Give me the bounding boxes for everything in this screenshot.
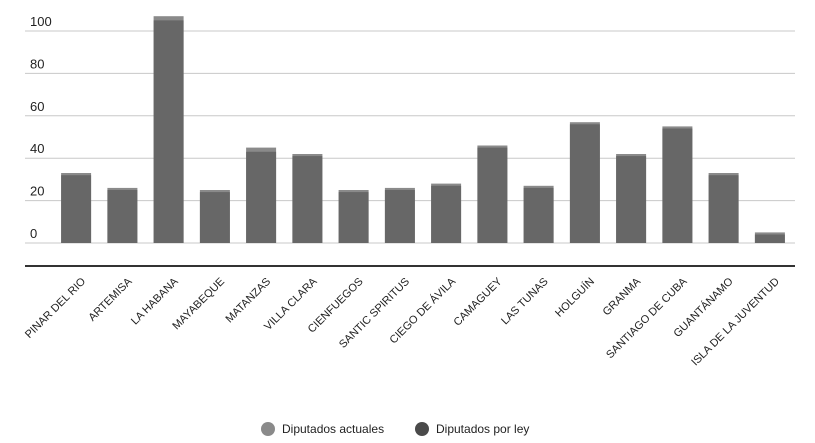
bar-por-ley bbox=[338, 192, 369, 243]
bar-por-ley bbox=[431, 185, 462, 243]
x-tick-label: ISLA DE LA JUVENTUD bbox=[689, 276, 782, 369]
bar-por-ley bbox=[569, 124, 600, 243]
x-tick-label: LAS TUNAS bbox=[499, 276, 551, 328]
y-tick-label: 100 bbox=[30, 14, 52, 29]
x-tick-label: GRANMA bbox=[601, 275, 644, 318]
bar-por-ley bbox=[708, 175, 739, 243]
x-tick-label: MATANZAS bbox=[224, 276, 274, 326]
y-tick-label: 20 bbox=[30, 184, 44, 199]
bar-por-ley bbox=[523, 187, 554, 243]
legend-label: Diputados por ley bbox=[436, 422, 529, 436]
legend-swatch bbox=[261, 422, 275, 436]
bars bbox=[61, 16, 785, 244]
bar-por-ley bbox=[61, 175, 92, 243]
x-tick-label: SANTIAGO DE CUBA bbox=[604, 275, 690, 361]
bar-por-ley bbox=[153, 20, 184, 244]
bar-por-ley bbox=[754, 234, 785, 243]
x-tick-label: CAMAGUEY bbox=[452, 275, 505, 328]
bar-por-ley bbox=[384, 190, 415, 243]
bar-por-ley bbox=[616, 156, 647, 243]
y-axis-ticks: 100 80 60 40 20 0 bbox=[30, 14, 52, 241]
y-tick-label: 60 bbox=[30, 99, 44, 114]
bar-por-ley bbox=[199, 192, 230, 243]
bar-por-ley bbox=[292, 156, 323, 243]
legend: Diputados actuales Diputados por ley bbox=[261, 422, 529, 436]
y-tick-label: 40 bbox=[30, 141, 44, 156]
x-tick-label: ARTEMISA bbox=[86, 275, 135, 324]
bar-por-ley bbox=[662, 128, 693, 243]
legend-swatch bbox=[415, 422, 429, 436]
legend-label: Diputados actuales bbox=[282, 422, 384, 436]
bar-por-ley bbox=[107, 190, 138, 243]
bar-por-ley bbox=[477, 147, 508, 243]
y-tick-label: 80 bbox=[30, 56, 44, 71]
y-tick-label: 0 bbox=[30, 226, 37, 241]
x-tick-label: PINAR DEL RIO bbox=[23, 275, 89, 341]
bar-por-ley bbox=[246, 151, 277, 243]
x-tick-label: HOLGUÍN bbox=[552, 275, 597, 320]
